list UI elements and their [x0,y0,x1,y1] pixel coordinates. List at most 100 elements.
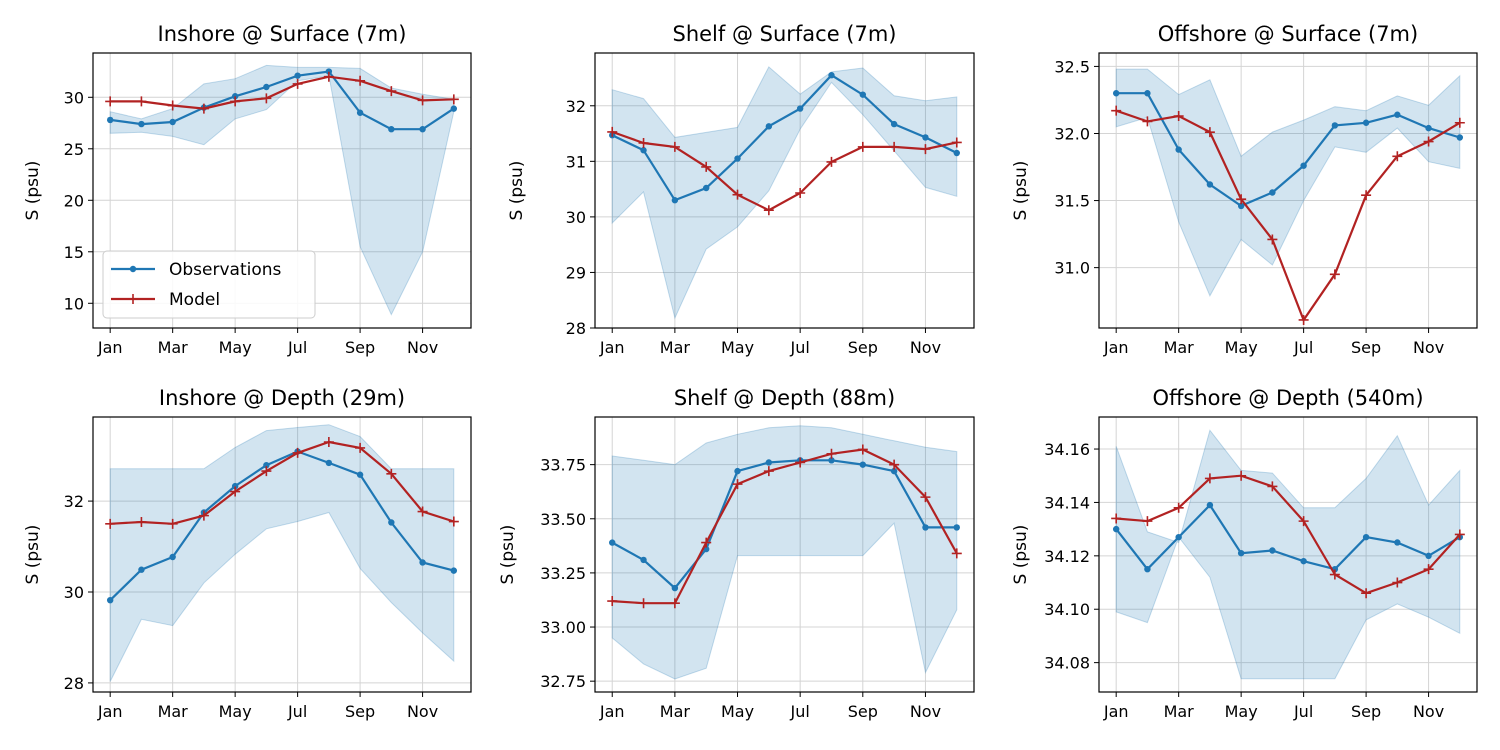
model-point [732,479,743,490]
y-tick-label: 28 [566,319,586,338]
observations-line [110,70,455,131]
panel-1: Jan Mar May Jul Sep Nov 10 15 20 25 30 Inshore @ Su… [23,22,472,357]
model-point [1329,269,1340,280]
model-point [1111,105,1122,116]
model-point [386,86,397,97]
x-tick-label: Sep [1351,338,1381,357]
model-point [417,506,428,517]
observations-point [1456,134,1464,141]
model-point [857,141,868,152]
model-point [198,510,209,521]
observations-point [138,120,145,128]
model-point [826,448,837,459]
model-point [763,466,774,477]
observation-range-band [1115,429,1461,680]
model-point [386,468,397,479]
observations-point [702,184,710,192]
x-tick-label: Jul [287,338,307,357]
panel-4: Jan Mar May Jul Sep Nov 28 30 32 Inshore @ Depth … [23,386,472,721]
observations-point [1425,552,1432,560]
model-point [638,598,649,609]
observations-point [922,524,929,531]
y-tick-label: 34.10 [1044,600,1090,619]
x-tick-label: May [219,338,252,357]
panel-title: Shelf @ Surface (7m) [672,22,896,46]
model-point [105,96,116,107]
model-point [607,126,618,137]
observations-point [1300,557,1307,565]
model-point [355,75,366,86]
panel-3: Jan Mar May Jul Sep Nov 31.0 31.5 32.0 32.5 Offsho… [1011,22,1478,357]
observations-point [138,566,145,573]
observations-point [294,72,301,79]
axes-frame [1098,416,1478,693]
observations-point [1175,533,1182,541]
y-tick-label: 31 [566,152,586,171]
model-point [857,444,868,455]
model-point [826,156,837,167]
observations-point [734,467,741,475]
observation-range-band [109,424,455,682]
model-point [292,78,303,89]
observations-point [450,567,458,574]
y-axis-label: S (psu) [498,525,518,585]
y-tick-label: 31.5 [1054,192,1090,211]
model-point [261,466,272,477]
observations-point [231,93,239,100]
model-point [1298,516,1309,527]
panel-title: Offshore @ Surface (7m) [1158,22,1418,46]
model-point [763,205,774,216]
model-point [167,100,178,111]
observations-point [1269,189,1276,196]
model-point [198,103,209,114]
x-tick-label: May [1225,702,1258,721]
x-tick-label: Nov [910,702,941,721]
observations-point [640,147,647,154]
observations-point [419,126,426,133]
x-tick-label: Jul [790,338,810,357]
y-axis-label: S (psu) [1011,525,1031,585]
observations-point [356,109,364,116]
observations-point [859,91,867,98]
model-point [230,96,241,107]
model-point [292,447,303,458]
model-point [669,598,680,609]
model-point [1204,127,1215,138]
observations-point [1206,181,1214,188]
model-point [732,189,743,200]
observations-point [890,467,898,475]
axes-frame [594,416,975,693]
model-point [1142,516,1153,527]
observations-point [1362,119,1370,126]
model-point [951,137,962,148]
model-point [1423,136,1434,147]
observations-point [765,459,773,466]
observations-point [263,461,270,469]
x-tick-label: Sep [345,338,375,357]
x-tick-label: Jul [287,702,307,721]
model-point [323,437,334,447]
model-point [1236,470,1247,481]
observations-point [796,105,804,112]
x-tick-label: Mar [158,702,189,721]
observations-point [890,120,898,128]
observations-point [828,457,835,464]
legend-obs-label: Observations [169,260,282,280]
observations-point [734,155,741,162]
model-point [1173,111,1184,122]
observations-point [1206,501,1214,509]
y-tick-label: 32.0 [1054,124,1090,143]
observations-point [1175,146,1182,153]
y-axis-label: S (psu) [507,161,527,221]
observations-point [1237,549,1245,557]
axes-frame [92,416,472,693]
observations-point [169,553,176,561]
model-point [1173,502,1184,513]
y-tick-label: 32.75 [540,672,586,691]
axes-frame [1098,52,1478,329]
model-point [1329,569,1340,580]
y-axis-label: S (psu) [23,161,43,221]
model-point [795,457,806,468]
model-point [1423,564,1434,575]
model-point [1111,513,1122,524]
